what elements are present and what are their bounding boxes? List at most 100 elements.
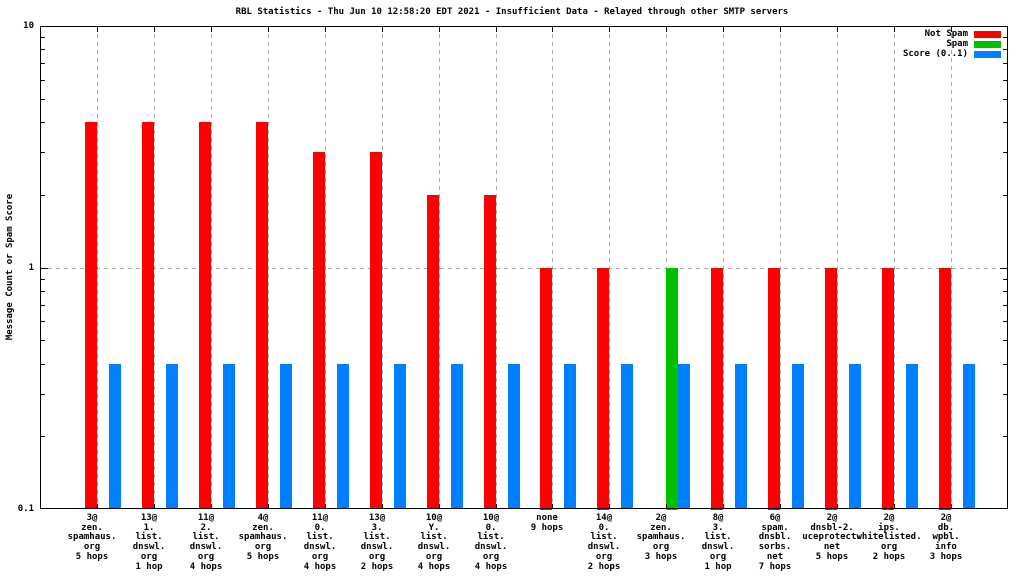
bar-score bbox=[849, 364, 861, 509]
y-tick-label: 10 bbox=[23, 21, 34, 31]
y-minor-tick bbox=[41, 49, 45, 50]
bar-score bbox=[223, 364, 235, 509]
legend-swatch-score bbox=[974, 50, 1001, 58]
bar-score bbox=[280, 364, 292, 509]
y-minor-tick bbox=[1003, 99, 1007, 100]
y-minor-tick bbox=[41, 321, 45, 322]
grid-vline bbox=[951, 26, 952, 509]
x-tick-label: 8@ 3. list. dnswl. org 1 hop bbox=[701, 513, 735, 572]
bar-not-spam bbox=[540, 268, 552, 510]
x-tick bbox=[211, 504, 212, 509]
x-tick bbox=[382, 504, 383, 509]
x-tick bbox=[780, 504, 781, 509]
chart-title: RBL Statistics - Thu Jun 10 12:58:20 EDT… bbox=[235, 7, 789, 17]
x-tick-label: 3@ zen. spamhaus. org 5 hops bbox=[67, 513, 117, 562]
y-minor-tick bbox=[41, 394, 45, 395]
grid-vline bbox=[382, 26, 383, 509]
y-minor-tick bbox=[41, 99, 45, 100]
x-tick bbox=[837, 27, 838, 32]
legend-item-spam: Spam bbox=[903, 39, 1001, 49]
x-tick bbox=[723, 504, 724, 509]
x-tick bbox=[496, 27, 497, 32]
y-minor-tick bbox=[41, 340, 45, 341]
bar-score bbox=[508, 364, 520, 509]
y-minor-tick bbox=[1003, 122, 1007, 123]
grid-vline bbox=[97, 26, 98, 509]
x-tick bbox=[268, 504, 269, 509]
y-minor-tick bbox=[1003, 152, 1007, 153]
bar-not-spam bbox=[768, 268, 780, 510]
bar-not-spam bbox=[711, 268, 723, 510]
x-tick bbox=[496, 504, 497, 509]
x-tick bbox=[723, 27, 724, 32]
x-tick-label: 13@ 3. list. dnswl. org 2 hops bbox=[360, 513, 394, 572]
y-minor-tick bbox=[41, 291, 45, 292]
x-tick bbox=[552, 27, 553, 32]
bar-not-spam bbox=[313, 152, 325, 509]
y-minor-tick bbox=[1003, 279, 1007, 280]
x-tick bbox=[97, 27, 98, 32]
y-minor-tick bbox=[1003, 63, 1007, 64]
y-minor-tick bbox=[41, 364, 45, 365]
bar-not-spam bbox=[370, 152, 382, 509]
y-minor-tick bbox=[1003, 195, 1007, 196]
y-major-tick bbox=[41, 268, 48, 269]
x-tick bbox=[894, 27, 895, 32]
y-minor-tick bbox=[1003, 436, 1007, 437]
y-minor-tick bbox=[1003, 49, 1007, 50]
x-tick-label: 2@ db. wpbl. info 3 hops bbox=[929, 513, 963, 562]
bar-not-spam bbox=[256, 122, 268, 509]
y-minor-tick bbox=[41, 37, 45, 38]
bar-not-spam bbox=[484, 195, 496, 509]
x-tick-label: 2@ zen. spamhaus. org 3 hops bbox=[636, 513, 686, 562]
y-minor-tick bbox=[1003, 321, 1007, 322]
bar-not-spam bbox=[427, 195, 439, 509]
bar-not-spam bbox=[142, 122, 154, 509]
grid-vline bbox=[439, 26, 440, 509]
x-tick bbox=[154, 504, 155, 509]
legend-label-score: Score (0..1) bbox=[902, 49, 968, 59]
x-tick-label: none 9 hops bbox=[530, 513, 564, 533]
x-tick bbox=[154, 27, 155, 32]
y-major-tick bbox=[1000, 268, 1007, 269]
grid-vline bbox=[723, 26, 724, 509]
x-tick bbox=[780, 27, 781, 32]
x-tick bbox=[951, 27, 952, 32]
y-minor-tick bbox=[41, 305, 45, 306]
bar-not-spam bbox=[939, 268, 951, 510]
grid-vline bbox=[666, 26, 667, 509]
x-tick bbox=[666, 504, 667, 509]
x-tick-label: 13@ 1. list. dnswl. org 1 hop bbox=[132, 513, 166, 572]
bar-score bbox=[166, 364, 178, 509]
y-minor-tick bbox=[41, 279, 45, 280]
grid-vline bbox=[837, 26, 838, 509]
x-tick-label: 10@ Y. list. dnswl. org 4 hops bbox=[417, 513, 451, 572]
x-tick bbox=[666, 27, 667, 32]
grid-vline bbox=[325, 26, 326, 509]
x-tick bbox=[439, 27, 440, 32]
x-tick bbox=[382, 27, 383, 32]
bar-score bbox=[451, 364, 463, 509]
x-tick bbox=[552, 504, 553, 509]
bar-score bbox=[337, 364, 349, 509]
bar-not-spam bbox=[199, 122, 211, 509]
x-tick-label: 2@ dnsbl-2. uceprotect. net 5 hops bbox=[802, 513, 862, 562]
bar-not-spam bbox=[825, 268, 837, 510]
plot-border bbox=[40, 26, 1008, 509]
bar-score bbox=[394, 364, 406, 509]
y-tick-label: 1 bbox=[28, 263, 34, 273]
x-tick bbox=[837, 504, 838, 509]
x-tick-label: 6@ spam. dnsbl. sorbs. net 7 hops bbox=[758, 513, 792, 572]
grid-vline bbox=[552, 26, 553, 509]
x-tick-label: 11@ 2. list. dnswl. org 4 hops bbox=[189, 513, 223, 572]
y-tick-label: 0.1 bbox=[17, 504, 34, 514]
x-tick bbox=[894, 504, 895, 509]
legend: Not Spam Spam Score (0..1) bbox=[903, 29, 1001, 59]
bar-score bbox=[621, 364, 633, 509]
x-tick bbox=[268, 27, 269, 32]
